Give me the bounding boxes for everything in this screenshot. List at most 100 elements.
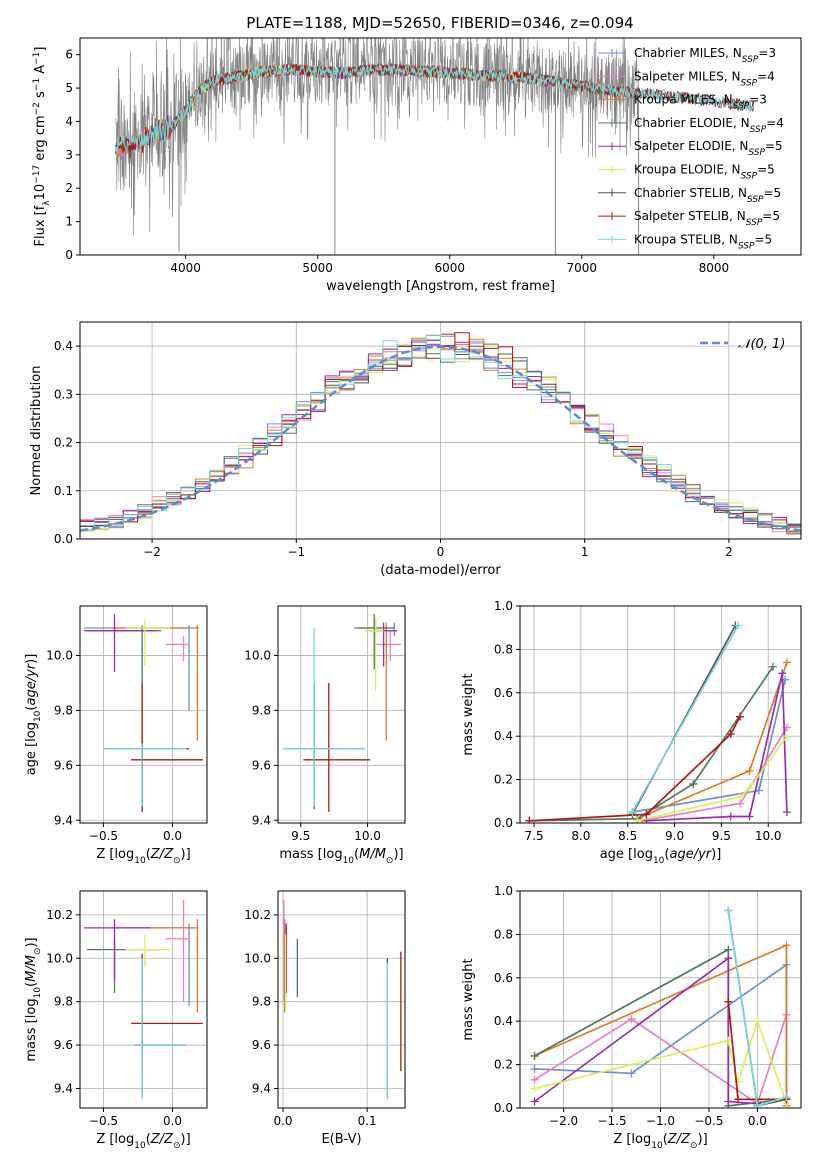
y-tick-label: 9.8 (252, 995, 271, 1009)
y-axis-label: age [log10(age/yr)] (24, 654, 43, 776)
weight-marker (736, 712, 745, 721)
y-tick-label: 0.4 (54, 339, 73, 353)
label-fragment: ( (146, 1132, 151, 1147)
y-tick-label: 5 (65, 81, 73, 95)
label-fragment: Normed distribution (29, 366, 44, 496)
y-tick-label: 0.8 (494, 642, 513, 656)
y-tick-label: 9.6 (252, 758, 271, 772)
x-axis-label: (data-model)/error (380, 563, 501, 578)
weight-line (534, 1014, 788, 1106)
label-fragment: ( (24, 982, 39, 987)
axes-frame (277, 605, 406, 824)
weight-marker (736, 792, 745, 801)
weight-marker (642, 810, 651, 819)
weight-marker (753, 1017, 762, 1026)
y-tick-label: 10.0 (244, 951, 271, 965)
label-fragment: SSP (741, 78, 758, 88)
x-tick-label: −2 (143, 545, 161, 559)
label-fragment: )] (24, 654, 39, 664)
weight-line (632, 679, 786, 813)
y-tick-label: 9.6 (252, 1038, 271, 1052)
y-axis-label: Normed distribution (29, 366, 44, 496)
y-tick-label: 9.8 (252, 703, 271, 717)
label-fragment: age/yr (669, 847, 712, 862)
axes-frame (79, 37, 802, 256)
y-tick-label: 0.2 (494, 773, 513, 787)
label-fragment: ⊙ (33, 948, 43, 956)
x-tick-label: 0.0 (748, 1114, 767, 1128)
axes-frame (79, 890, 208, 1109)
label-fragment: mass weight (461, 958, 476, 1040)
label-fragment: 10 (33, 987, 43, 999)
label-fragment: mass weight (461, 673, 476, 755)
y-tick-label: 0.1 (54, 484, 73, 498)
label-fragment: ] (33, 47, 48, 52)
x-tick-label: 4000 (170, 261, 201, 275)
plot-mass-vs-z: −0.5 0.09.49.69.810.010.2Z [log10(Z/Z⊙)]m… (24, 890, 208, 1151)
label-fragment: A (33, 65, 48, 78)
y-tick-label: 0 (65, 248, 73, 262)
label-fragment: Kroupa ELODIE, N (634, 163, 741, 177)
label-fragment: )] (711, 847, 721, 862)
weight-marker (525, 816, 534, 823)
weight-marker (724, 945, 733, 954)
plot-area-mass-vs-z (84, 899, 203, 1100)
legend-entry: Kroupa ELODIE, NSSP=5 (634, 163, 775, 182)
x-tick-label: 10.0 (354, 829, 381, 843)
label-fragment: mass [log (279, 847, 342, 862)
y-tick-label: 9.6 (54, 758, 73, 772)
label-fragment: SSP (747, 195, 764, 205)
y-axis-label: mass weight (461, 673, 476, 755)
plot-area-spectrum (115, 38, 754, 255)
figure-title: PLATE=1188, MJD=52650, FIBERID=0346, z=0… (246, 14, 633, 32)
label-fragment: 10 (33, 184, 48, 201)
label-fragment: mass [log (24, 998, 39, 1061)
label-fragment: =3 (758, 46, 776, 60)
weight-marker (724, 1097, 733, 1106)
label-fragment: −17 (32, 165, 42, 184)
label-fragment: Z [log (96, 847, 134, 862)
label-fragment: Chabrier MILES, N (634, 46, 742, 60)
x-tick-label: −1.5 (597, 1114, 626, 1128)
plot-mass-weight-vs-z: −2.0 −1.5 −1.0 −0.5 0.0 0.0 0.2 0.4 0.6 0.8 1.0 mas… (461, 884, 802, 1151)
legend-entry: Kroupa STELIB, NSSP=5 (634, 232, 772, 251)
legend-entry: Chabrier STELIB, NSSP=5 (634, 186, 781, 205)
label-fragment: )] (181, 847, 191, 862)
axes-frame (519, 605, 802, 824)
y-tick-label: 1 (65, 215, 73, 229)
weight-marker (724, 1036, 733, 1045)
y-tick-label: 10.0 (244, 648, 271, 662)
label-fragment: Z/Z (667, 1132, 691, 1147)
label-fragment: )] (698, 1132, 708, 1147)
x-tick-label: 5000 (302, 261, 333, 275)
weight-marker (530, 1097, 539, 1106)
label-fragment: Z [log (96, 1132, 134, 1147)
weight-line (529, 716, 741, 822)
plot-area-residuals (80, 332, 801, 535)
x-tick-label: 9.5 (712, 829, 731, 843)
x-axis-label: Z [log10(Z/Z⊙)] (613, 1132, 707, 1151)
label-fragment: )] (393, 847, 403, 862)
gaussian-curve (80, 345, 801, 532)
plot-residuals: −2 −1 0 1 2 0.0 0.1 0.2 0.3 0.4 𝒩(0, 1) (data-model… (29, 321, 802, 578)
weight-marker (782, 1093, 791, 1102)
label-fragment: =4 (757, 69, 775, 83)
x-axis-label: wavelength [Angstrom, rest frame] (326, 279, 555, 294)
weight-marker (530, 1075, 539, 1084)
label-fragment: )] (181, 1132, 191, 1147)
x-tick-label: 7000 (567, 261, 598, 275)
label-fragment: Chabrier STELIB, N (634, 186, 747, 200)
x-tick-label: −2.0 (549, 1114, 578, 1128)
weight-marker (724, 997, 733, 1006)
label-fragment: ⊙ (173, 1141, 181, 1151)
x-tick-label: 6000 (434, 261, 465, 275)
x-tick-label: 0.0 (163, 1114, 182, 1128)
label-fragment: 10 (651, 1141, 663, 1151)
x-tick-label: 9.0 (665, 829, 684, 843)
x-tick-label: 9.5 (291, 829, 310, 843)
plot-age-vs-mass: 9.5 10.0 9.4 9.6 9.8 10.0 mass [log10(M/M⊙)] (244, 605, 406, 866)
label-fragment: )] (24, 937, 39, 947)
x-axis-label: Z [log10(Z/Z⊙)] (96, 1132, 190, 1151)
label-fragment: =4 (766, 116, 784, 130)
x-tick-label: 0.1 (358, 1114, 377, 1128)
